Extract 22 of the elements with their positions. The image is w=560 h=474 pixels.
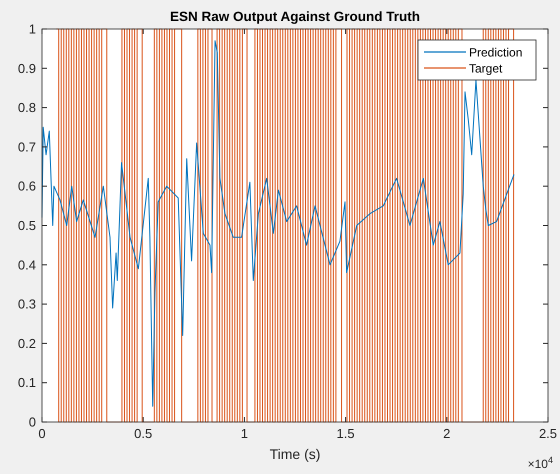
text: ×10$^{4}$ <box>528 455 553 471</box>
y-tick-label: 0.8 <box>18 100 36 116</box>
chart-title: ESN Raw Output Against Ground Truth <box>170 9 420 24</box>
y-tick-label: 0.6 <box>18 178 36 194</box>
x-tick-label: 2.5 <box>538 426 558 441</box>
y-tick-label: 0.5 <box>18 218 36 233</box>
y-tick-label: 0 <box>28 414 36 430</box>
y-tick-label: 0.4 <box>18 257 36 272</box>
y-tick-label: 0.3 <box>18 296 36 312</box>
x-axis-title: Time (s) <box>270 446 320 462</box>
y-tick-label: 0.1 <box>18 375 36 390</box>
x-tick-label: 0 <box>38 426 46 441</box>
x-tick-label: 1 <box>240 426 248 441</box>
y-tick-label: 0.9 <box>18 60 36 76</box>
x-tick-label: 0.5 <box>134 426 152 441</box>
y-tick-label: 0.2 <box>18 336 36 351</box>
x-tick-label: 1.5 <box>336 426 355 441</box>
y-tick-label: 1 <box>28 22 36 36</box>
legend-label: Prediction <box>469 46 522 60</box>
legend-label: Target <box>469 62 504 76</box>
y-tick-label: 0.7 <box>18 139 36 154</box>
x-tick-label: 2 <box>443 426 450 441</box>
